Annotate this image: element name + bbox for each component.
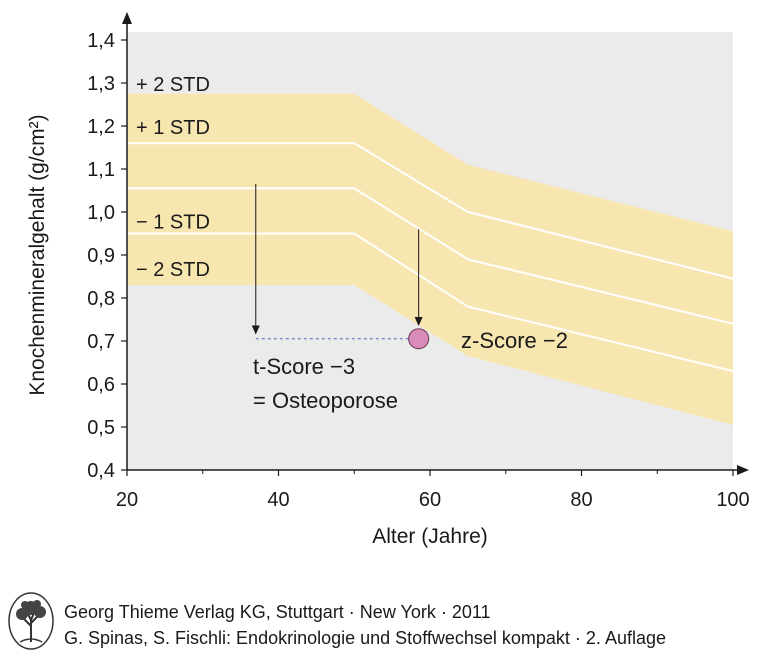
- bone-density-chart: + 2 STD + 1 STD − 1 STD − 2 STD 0,4 0,5 0,6 0,7…: [26, 12, 750, 548]
- y-tick-label: 1,3: [87, 73, 115, 95]
- x-tick-label: 20: [116, 489, 138, 511]
- y-tick-label: 0,6: [87, 374, 115, 396]
- publisher-line: Georg Thieme Verlag KG, Stuttgart · New …: [64, 602, 491, 622]
- z-score-annotation: z-Score −2: [461, 328, 568, 353]
- series-label-2: − 1 STD: [136, 212, 210, 234]
- t-score-arrow-head: [251, 325, 260, 335]
- std-band-area: [127, 93, 733, 425]
- y-axis-label: Knochenmineralgehalt (g/cm²): [26, 114, 49, 395]
- x-tick-label: 60: [419, 489, 441, 511]
- x-tick-label: 100: [716, 489, 749, 511]
- patient-data-point: [408, 328, 430, 350]
- tree-logo-icon: [8, 592, 54, 650]
- series-label-3: − 2 STD: [136, 259, 210, 281]
- y-tick-label: 1,2: [87, 116, 115, 138]
- book-line: G. Spinas, S. Fischli: Endokrinologie un…: [64, 628, 666, 648]
- band-line-centre: [127, 187, 734, 325]
- y-tick-label: 0,9: [87, 245, 115, 267]
- y-tick-label: 1,0: [87, 202, 115, 224]
- y-tick-label: 1,4: [87, 30, 115, 52]
- x-axis-arrow: [737, 465, 749, 475]
- y-tick-label: 1,1: [87, 159, 115, 181]
- series-label-0: + 2 STD: [136, 74, 210, 96]
- t-score-annotation: t-Score −3: [253, 354, 355, 379]
- y-tick-label: 0,4: [87, 460, 115, 482]
- y-tick-label: 0,5: [87, 417, 115, 439]
- band-line-plus1: [127, 142, 734, 280]
- t-score-annotation-line2: = Osteoporose: [253, 388, 398, 413]
- z-score-arrow-head: [414, 316, 423, 326]
- y-tick-label: 0,7: [87, 331, 115, 353]
- x-tick-label: 40: [267, 489, 289, 511]
- x-tick-label: 80: [570, 489, 592, 511]
- series-label-1: + 1 STD: [136, 117, 210, 139]
- publisher-footer: Georg Thieme Verlag KG, Stuttgart · New …: [0, 588, 768, 672]
- band-line-minus1: [127, 232, 734, 373]
- y-tick-label: 0,8: [87, 288, 115, 310]
- x-axis-label: Alter (Jahre): [372, 525, 488, 548]
- y-axis-arrow: [122, 12, 132, 24]
